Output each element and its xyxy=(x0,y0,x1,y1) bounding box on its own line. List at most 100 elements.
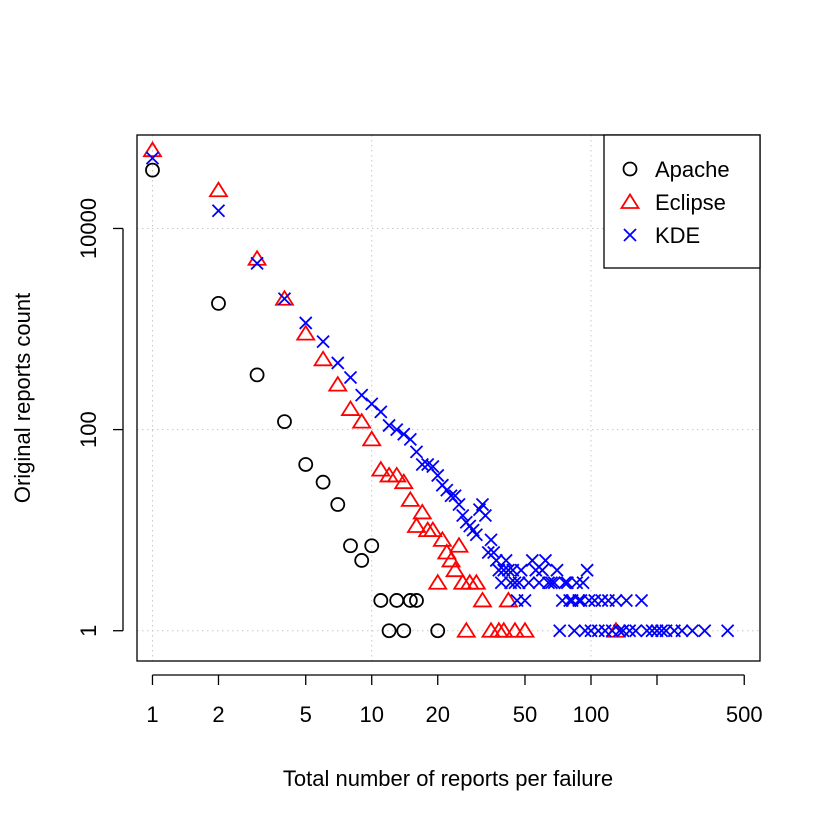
x-tick-label: 5 xyxy=(300,702,312,727)
kde-point xyxy=(484,533,498,547)
kde-point xyxy=(675,624,689,638)
kde-point xyxy=(475,497,490,512)
legend-kde-marker xyxy=(623,228,637,242)
apache-point xyxy=(354,553,370,568)
x-tick-label: 100 xyxy=(573,702,610,727)
kde-point xyxy=(492,563,506,577)
eclipse-point xyxy=(361,430,382,447)
kde-point xyxy=(494,576,508,590)
kde-point xyxy=(390,422,404,437)
legend-apache-label: Apache xyxy=(655,157,730,182)
apache-point xyxy=(396,623,412,639)
kde-point xyxy=(409,445,424,459)
eclipse-point xyxy=(386,466,407,483)
series-eclipse xyxy=(142,141,627,638)
kde-point xyxy=(721,624,735,638)
kde-point xyxy=(456,508,470,523)
x-tick-label: 20 xyxy=(425,702,449,727)
kde-point xyxy=(572,593,586,608)
kde-point xyxy=(501,563,516,577)
kde-point xyxy=(629,624,643,638)
kde-point xyxy=(569,576,584,590)
kde-point xyxy=(576,576,590,590)
y-axis-label: Original reports count xyxy=(10,293,35,503)
kde-point xyxy=(538,553,553,568)
x-tick-label: 500 xyxy=(726,702,763,727)
kde-point xyxy=(598,624,612,638)
plot-frame xyxy=(136,134,761,662)
apache-point xyxy=(277,414,292,430)
kde-point xyxy=(299,316,313,330)
apache-point xyxy=(402,593,418,608)
kde-point xyxy=(580,563,594,577)
eclipse-point xyxy=(440,551,462,568)
eclipse-point xyxy=(448,536,470,553)
eclipse-point xyxy=(327,375,348,392)
kde-point xyxy=(550,563,564,577)
eclipse-point xyxy=(498,591,519,608)
apache-point xyxy=(409,593,424,608)
kde-point xyxy=(619,593,634,608)
kde-point xyxy=(553,624,567,638)
y-tick-label: 100 xyxy=(76,411,101,448)
grid-lines xyxy=(137,135,760,661)
kde-point xyxy=(612,624,627,638)
kde-point xyxy=(487,545,501,560)
kde-point xyxy=(645,624,659,638)
eclipse-point xyxy=(444,560,466,578)
kde-point xyxy=(535,563,549,577)
x-tick-label: 50 xyxy=(513,702,537,727)
eclipse-point xyxy=(370,460,391,477)
kde-point xyxy=(343,370,358,385)
eclipse-point xyxy=(142,141,163,158)
kde-point xyxy=(403,432,417,446)
kde-point xyxy=(397,427,411,441)
kde-point xyxy=(595,593,609,608)
eclipse-point xyxy=(351,412,372,429)
eclipse-point xyxy=(412,503,433,520)
apache-point xyxy=(364,538,380,554)
kde-point xyxy=(331,356,345,370)
kde-point xyxy=(616,624,630,638)
legend-eclipse-label: Eclipse xyxy=(655,190,726,215)
kde-point xyxy=(426,459,440,474)
apache-point xyxy=(381,623,397,639)
series-apache xyxy=(145,162,446,639)
kde-point xyxy=(582,593,596,608)
kde-point xyxy=(431,468,445,483)
apache-point xyxy=(145,162,160,178)
eclipse-point xyxy=(295,324,316,341)
eclipse-point xyxy=(400,490,421,507)
eclipse-point xyxy=(432,530,453,547)
eclipse-point xyxy=(274,289,295,306)
legend-box xyxy=(603,134,761,269)
legend-kde-label: KDE xyxy=(655,223,700,248)
eclipse-point xyxy=(340,399,361,416)
apache-point xyxy=(373,593,389,608)
kde-point xyxy=(609,593,623,608)
kde-point xyxy=(499,553,513,568)
eclipse-point xyxy=(422,520,443,538)
kde-point xyxy=(578,624,592,638)
apache-point xyxy=(389,593,405,608)
y-tick-label: 10000 xyxy=(76,198,101,259)
kde-point xyxy=(145,151,160,165)
kde-point xyxy=(560,576,574,590)
kde-point xyxy=(698,624,712,638)
kde-point xyxy=(640,624,654,638)
kde-point xyxy=(512,576,526,590)
x-tick-label: 2 xyxy=(212,702,224,727)
kde-point xyxy=(440,483,454,497)
kde-point xyxy=(532,576,546,590)
eclipse-point xyxy=(466,573,487,590)
apache-point xyxy=(315,474,331,490)
kde-point xyxy=(654,624,669,638)
eclipse-point xyxy=(393,472,414,490)
eclipse-point xyxy=(514,621,536,638)
legend: Apache Eclipse KDE xyxy=(603,134,761,269)
kde-point xyxy=(522,576,536,590)
kde-point xyxy=(558,576,572,590)
kde-point xyxy=(541,576,556,590)
kde-point xyxy=(685,624,700,638)
